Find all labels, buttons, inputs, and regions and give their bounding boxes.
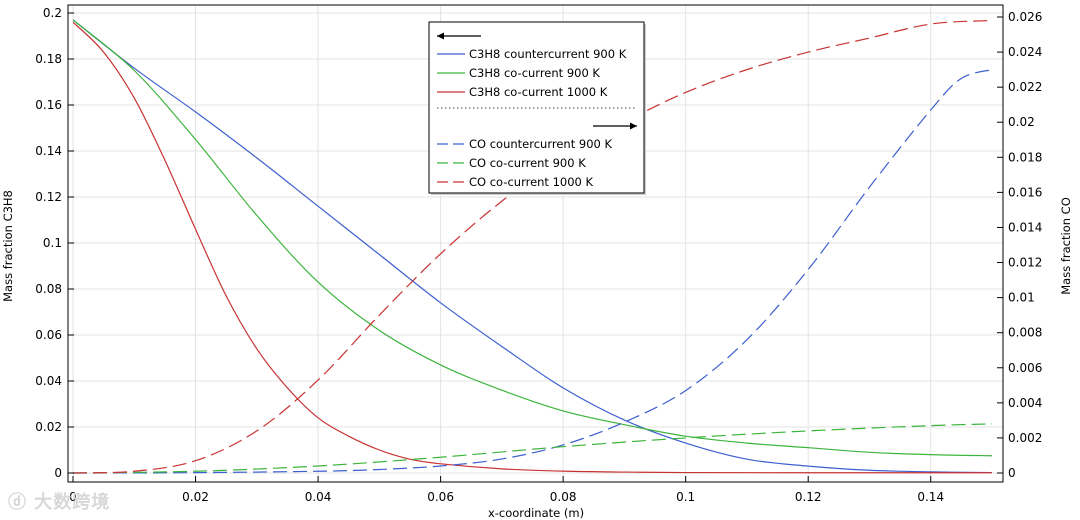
x-tick-label: 0.02	[182, 490, 209, 504]
y-left-tick-label: 0.16	[35, 98, 62, 112]
y-left-tick-label: 0.18	[35, 52, 62, 66]
series-line-5	[72, 423, 993, 474]
y-left-tick-label: 0.04	[35, 374, 62, 388]
x-axis: 0 0.02 0.04 0.06 0.08 0.1 0.12 0.14	[69, 476, 944, 504]
series-line-2	[72, 19, 993, 457]
y-left-tick-label: 0.1	[43, 236, 62, 250]
y-axis-right: 0 0.002 0.004 0.006 0.008 0.01 0.012 0.014 0.016…	[997, 10, 1042, 480]
y-right-tick-label: 0	[1008, 466, 1016, 480]
y-right-tick-label: 0.01	[1008, 291, 1035, 305]
y-right-tick-label: 0.026	[1008, 10, 1042, 24]
y-axis-left: 0 0.02 0.04 0.06 0.08 0.1 0.12 0.14 0.16 0.18 0.2	[35, 6, 74, 480]
y-right-tick-label: 0.014	[1008, 220, 1042, 234]
y-right-tick-label: 0.016	[1008, 185, 1042, 199]
x-tick-label: 0.08	[550, 490, 577, 504]
y-right-tick-label: 0.002	[1008, 431, 1042, 445]
legend-label: CO countercurrent 900 K	[469, 137, 612, 151]
y-axis-left-title: Mass fraction C3H8	[1, 190, 15, 302]
legend-label: C3H8 co-current 900 K	[469, 66, 600, 80]
legend-box	[428, 21, 645, 194]
series-line-4	[72, 69, 993, 474]
watermark-icon: ⓓ	[8, 492, 27, 513]
legend: C3H8 countercurrent 900 K C3H8 co-current…	[428, 21, 646, 195]
y-right-tick-label: 0.012	[1008, 256, 1042, 270]
y-right-tick-label: 0.022	[1008, 80, 1042, 94]
watermark-text: 大数跨境	[34, 492, 111, 513]
y-left-tick-label: 0.14	[35, 144, 62, 158]
y-right-tick-label: 0.006	[1008, 361, 1042, 375]
arrow-head-icon	[437, 32, 444, 40]
x-tick-label: 0.1	[676, 490, 695, 504]
watermark-logo: ⓓ 大数跨境	[8, 488, 110, 514]
plot-series	[72, 19, 993, 474]
y-left-tick-label: 0.2	[43, 6, 62, 20]
series-line-1	[72, 19, 993, 474]
legend-label: CO co-current 1000 K	[469, 175, 594, 189]
arrow-head-icon	[630, 122, 637, 130]
legend-label: C3H8 countercurrent 900 K	[469, 47, 627, 61]
x-tick-label: 0.04	[305, 490, 332, 504]
y-right-tick-label: 0.004	[1008, 396, 1042, 410]
x-tick-label: 0.14	[917, 490, 944, 504]
y-right-tick-label: 0.024	[1008, 45, 1042, 59]
y-left-tick-label: 0.08	[35, 282, 62, 296]
y-right-tick-label: 0.008	[1008, 326, 1042, 340]
x-tick-label: 0.06	[427, 490, 454, 504]
legend-label: C3H8 co-current 1000 K	[469, 85, 608, 99]
legend-label: CO co-current 900 K	[469, 156, 586, 170]
y-left-tick-label: 0.06	[35, 328, 62, 342]
x-tick-label: 0	[69, 490, 77, 504]
x-tick-label: 0.12	[795, 490, 822, 504]
y-right-tick-label: 0.02	[1008, 115, 1035, 129]
series-line-3	[72, 21, 993, 474]
x-axis-title: x-coordinate (m)	[488, 506, 584, 520]
y-axis-right-title: Mass fraction CO	[1059, 197, 1073, 295]
y-left-tick-label: 0	[54, 466, 62, 480]
y-right-tick-label: 0.018	[1008, 150, 1042, 164]
y-left-tick-label: 0.12	[35, 190, 62, 204]
y-left-tick-label: 0.02	[35, 420, 62, 434]
